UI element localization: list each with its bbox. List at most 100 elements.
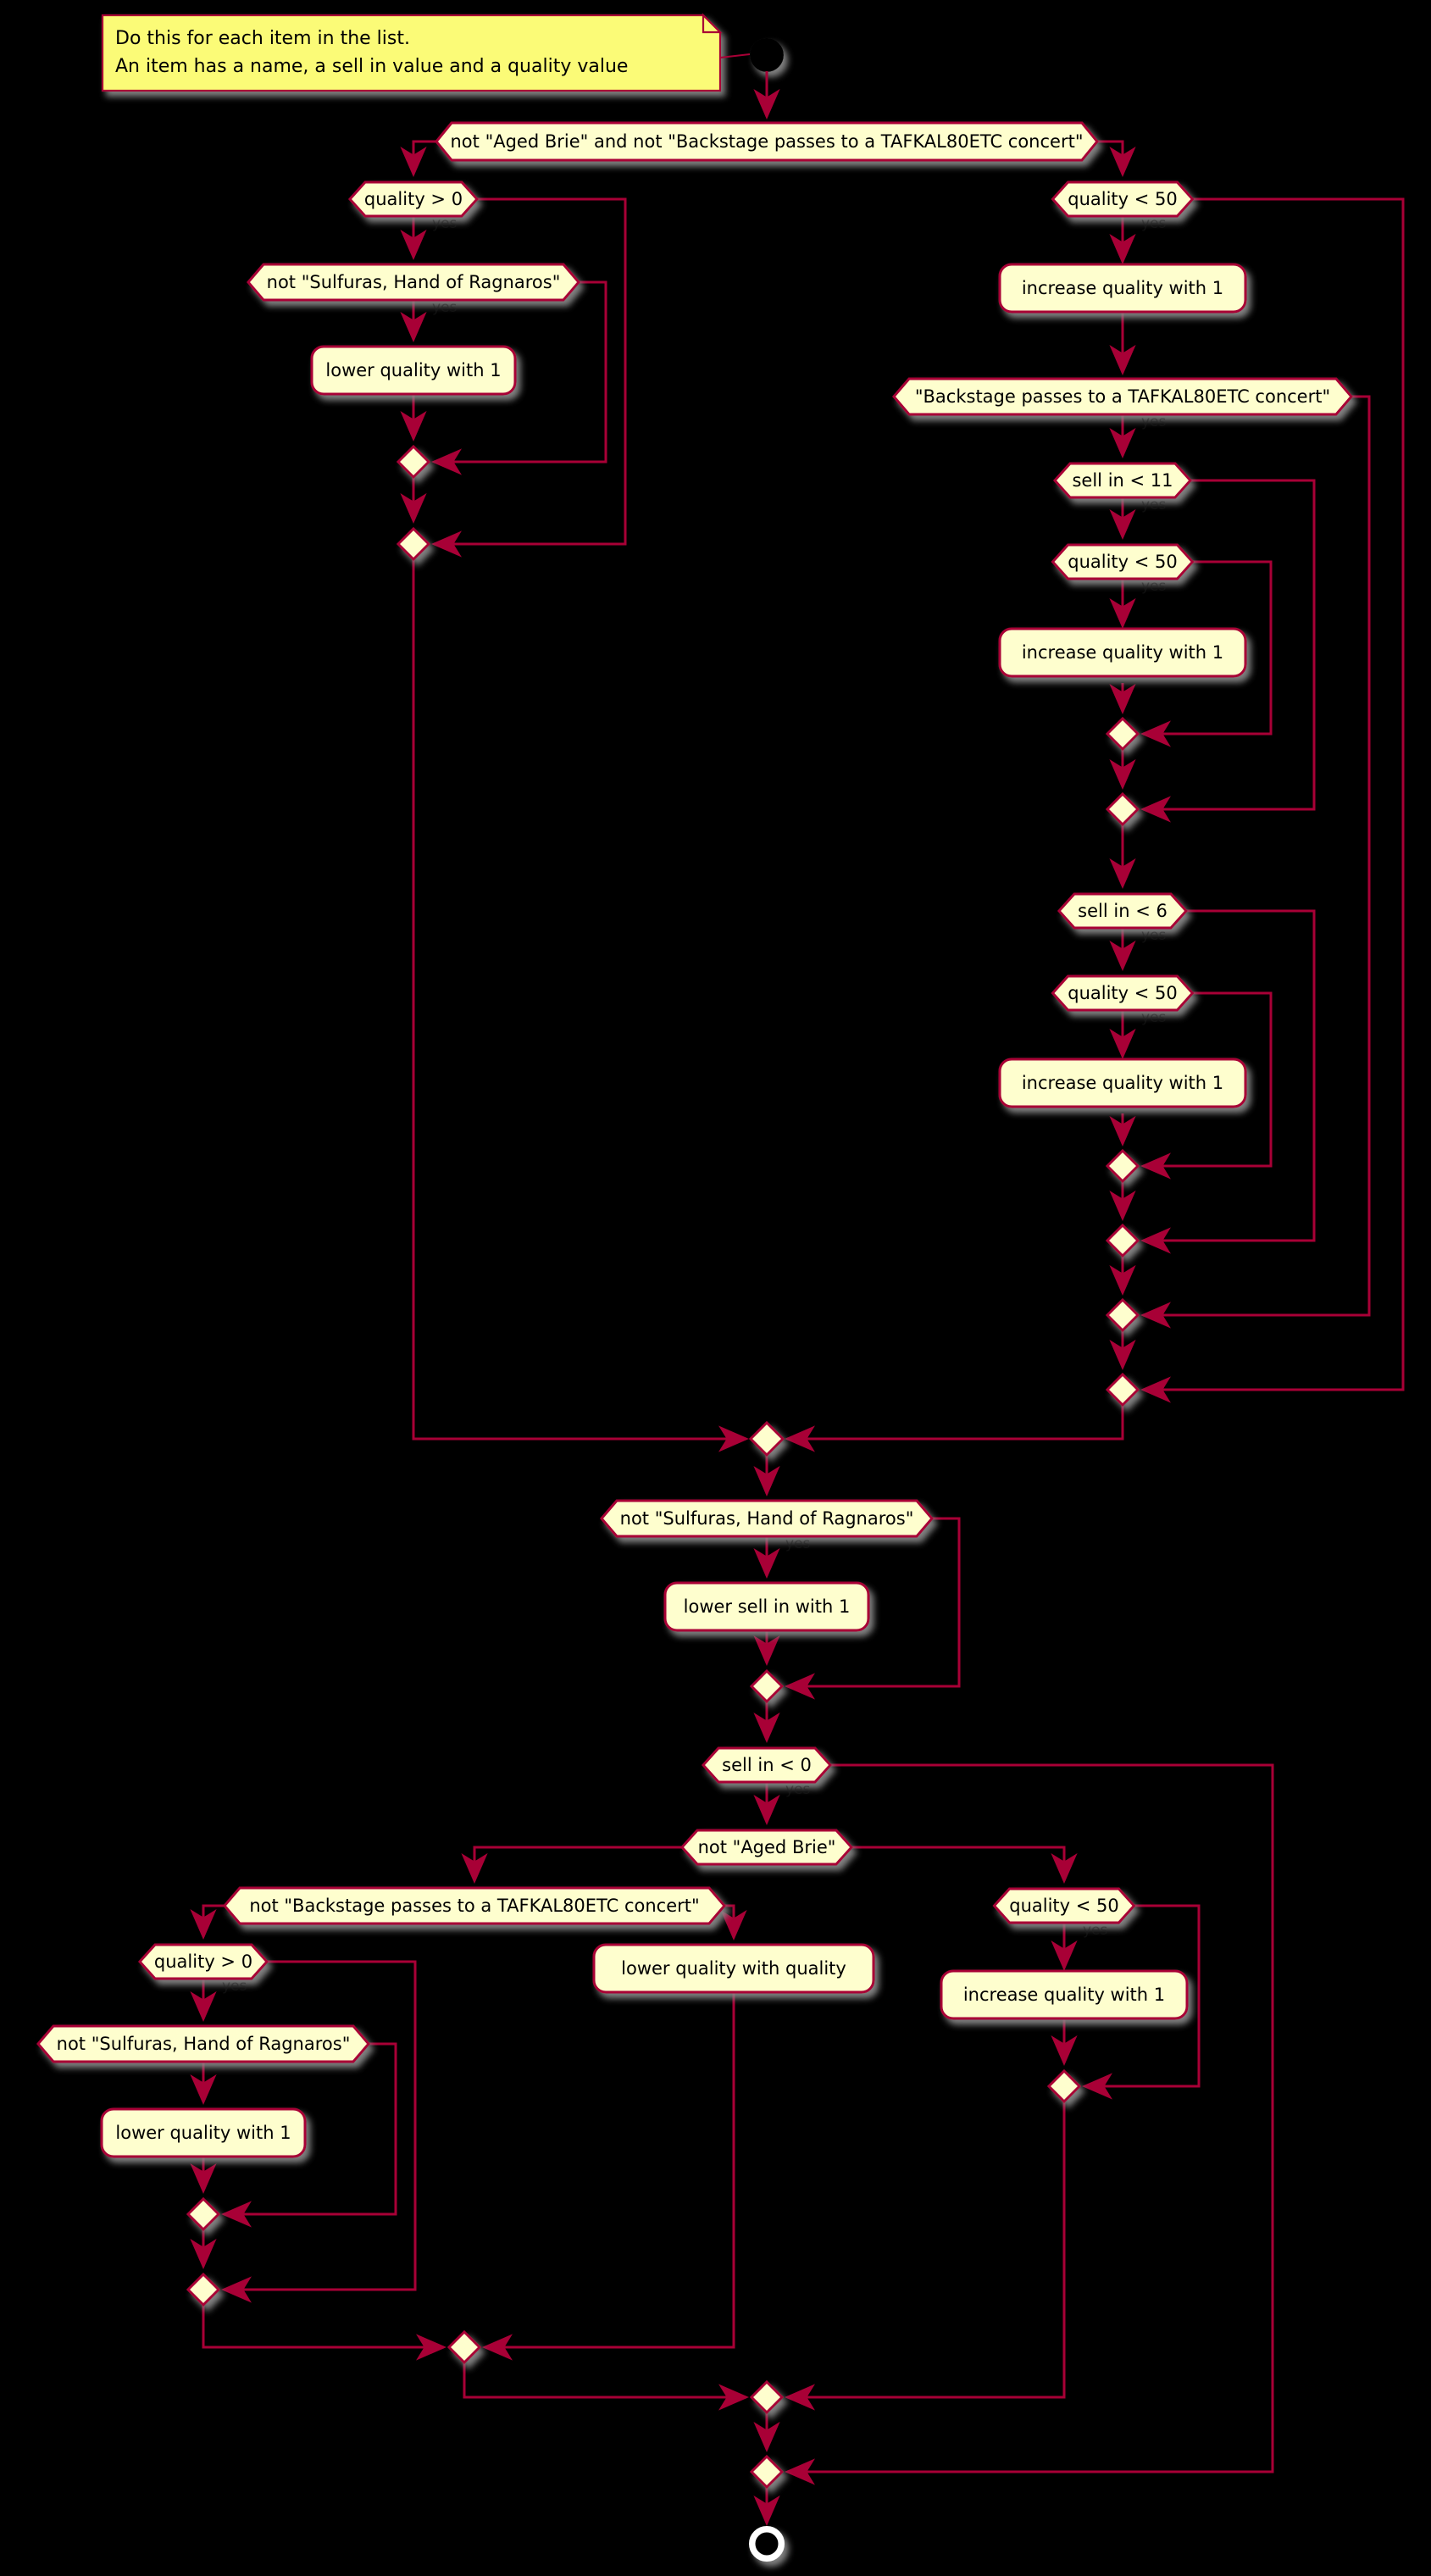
- node-d_aged[interactable]: [679, 1829, 854, 1866]
- node-m_c2[interactable]: [1105, 791, 1140, 827]
- edge-label-yes: yes: [785, 1535, 811, 1552]
- edge-backstage-no: [1140, 395, 1371, 1329]
- node-m_d1[interactable]: [1105, 1148, 1140, 1184]
- edge-sell0-no: [785, 1763, 1274, 2485]
- edge-sulfmid-no: [785, 1517, 961, 1700]
- note-line-1: Do this for each item in the list.: [115, 28, 410, 49]
- node-d_sell11[interactable]: [1052, 462, 1193, 499]
- node-d_q50_d[interactable]: [1051, 974, 1195, 1012]
- node-a_lowsell[interactable]: [663, 1581, 870, 1632]
- node-a_incq_b[interactable]: [998, 263, 1247, 314]
- node-m_d2[interactable]: [1105, 1223, 1140, 1258]
- node-m_f1[interactable]: [1046, 2068, 1082, 2104]
- node-label-lower-quality-with-1: lower quality with 1: [325, 360, 501, 380]
- node-m_e2[interactable]: [186, 2272, 221, 2307]
- edge-label-yes: yes: [222, 1978, 247, 1995]
- edge-right-to-topmerge: [785, 1405, 1124, 1452]
- node-label-lower-sell-in-with-1: lower sell in with 1: [684, 1596, 851, 1617]
- edge-sulfa-no: [431, 280, 607, 475]
- edge-label-yes: yes: [1141, 1009, 1167, 1026]
- node-m_g3[interactable]: [749, 2454, 785, 2490]
- edge-q50f-no: [1082, 1904, 1201, 2100]
- node-a_lowq_a[interactable]: [310, 345, 517, 396]
- node-m_sell[interactable]: [749, 1668, 785, 1704]
- edge-q50c-no: [1140, 560, 1273, 747]
- node-label-not-sulfuras-hand-of-ragnaros: not "Sulfuras, Hand of Ragnaros": [267, 272, 561, 292]
- node-label-sell-in-6: sell in < 6: [1078, 901, 1168, 921]
- node-label-lower-quality-with-1: lower quality with 1: [115, 2123, 291, 2143]
- node-layer: not "Aged Brie" and not "Backstage passe…: [36, 121, 1353, 2490]
- edge-label-yes: yes: [432, 299, 458, 316]
- node-label-sell-in-0: sell in < 0: [722, 1755, 812, 1775]
- edge-f1-to-g2: [785, 2101, 1066, 2411]
- end-circle: [749, 2526, 785, 2562]
- edge-label-yes: yes: [1141, 927, 1167, 944]
- node-d_sulf_a[interactable]: [247, 263, 580, 302]
- node-m_a2[interactable]: [396, 526, 431, 562]
- node-d_sulf_mid[interactable]: [600, 1499, 934, 1538]
- edge-left-to-topmerge: [412, 559, 749, 1452]
- node-label-increase-quality-with-1: increase quality with 1: [1022, 278, 1223, 298]
- node-d_q0_e[interactable]: [137, 1943, 269, 1980]
- node-label-quality-50: quality < 50: [1009, 1896, 1119, 1916]
- node-m_top[interactable]: [748, 1420, 785, 1457]
- node-label-quality-50: quality < 50: [1068, 189, 1178, 209]
- node-d_top[interactable]: [435, 121, 1099, 162]
- node-label-increase-quality-with-1: increase quality with 1: [963, 1985, 1165, 2005]
- node-d_backstage2[interactable]: [223, 1886, 726, 1925]
- note-box: [101, 13, 723, 92]
- node-label-not-sulfuras-hand-of-ragnaros: not "Sulfuras, Hand of Ragnaros": [620, 1508, 914, 1529]
- node-label-quality-50: quality < 50: [1068, 983, 1178, 1003]
- node-label-not-aged-brie-and-not-backstage-passes-to-a-tafk: not "Aged Brie" and not "Backstage passe…: [451, 131, 1084, 152]
- edge-label-yes: yes: [1141, 497, 1167, 514]
- edge-label-yes: yes: [432, 215, 458, 232]
- edge-q50d-no: [1140, 991, 1273, 1180]
- node-d_sell0[interactable]: [701, 1746, 833, 1784]
- node-m_a1[interactable]: [396, 444, 431, 480]
- node-a_lowq_e[interactable]: [100, 2107, 307, 2158]
- node-m_g1[interactable]: [446, 2329, 482, 2365]
- edge-sulfe-no: [221, 2042, 397, 2228]
- node-label-increase-quality-with-1: increase quality with 1: [1022, 642, 1223, 663]
- edge-aged-yes: [461, 1846, 682, 1884]
- node-a_incq_c[interactable]: [998, 627, 1247, 678]
- node-a_incq_f[interactable]: [940, 1969, 1189, 2020]
- edge-aged-no: [851, 1846, 1078, 1884]
- edge-label-yes: yes: [785, 1781, 811, 1798]
- node-d_q0_a[interactable]: [347, 180, 480, 218]
- start-circle: [750, 38, 784, 72]
- edge-lowqq-to-g1: [482, 1992, 735, 2361]
- node-d_backstage[interactable]: [892, 377, 1353, 416]
- note-line-2: An item has a name, a sell in value and …: [115, 56, 628, 77]
- node-m_d3[interactable]: [1105, 1297, 1140, 1333]
- node-d_q50_f[interactable]: [992, 1887, 1136, 1924]
- edge-g1-to-g2: [463, 2362, 749, 2411]
- edge-sell6-no: [1140, 909, 1316, 1254]
- edge-backstage2-yes: [190, 1904, 225, 1940]
- node-d_sulf_e[interactable]: [36, 2024, 370, 2063]
- node-m_e1[interactable]: [186, 2196, 221, 2232]
- node-label-backstage-passes-to-a-tafkal80etc-concert: "Backstage passes to a TAFKAL80ETC conce…: [915, 386, 1330, 407]
- node-label-not-aged-brie: not "Aged Brie": [698, 1837, 836, 1857]
- node-label-sell-in-11: sell in < 11: [1072, 470, 1173, 491]
- edge-label-yes: yes: [1083, 1922, 1108, 1939]
- edge-layer: [190, 71, 1405, 2526]
- node-m_c1[interactable]: [1105, 716, 1140, 752]
- node-label-quality-0: quality > 0: [364, 189, 463, 209]
- node-m_d4[interactable]: [1105, 1372, 1140, 1407]
- node-label-quality-0: quality > 0: [154, 1951, 252, 1972]
- note-anchor-line: [719, 53, 751, 58]
- node-d_q50_b[interactable]: [1051, 180, 1195, 218]
- node-a_incq_d[interactable]: [998, 1058, 1247, 1108]
- edge-label-yes: yes: [1141, 578, 1167, 595]
- edge-label-layer: yes yes yes yes yes yes yes yes yes yes yes yes: [222, 215, 1167, 1995]
- node-d_sell6[interactable]: [1057, 892, 1189, 930]
- node-d_q50_c[interactable]: [1051, 543, 1195, 580]
- node-label-not-sulfuras-hand-of-ragnaros: not "Sulfuras, Hand of Ragnaros": [57, 2034, 351, 2054]
- node-label-lower-quality-with-quality: lower quality with quality: [621, 1958, 846, 1979]
- edge-q0e-no: [221, 1960, 417, 2303]
- node-a_lowqq[interactable]: [592, 1943, 875, 1994]
- node-m_g2[interactable]: [749, 2379, 785, 2415]
